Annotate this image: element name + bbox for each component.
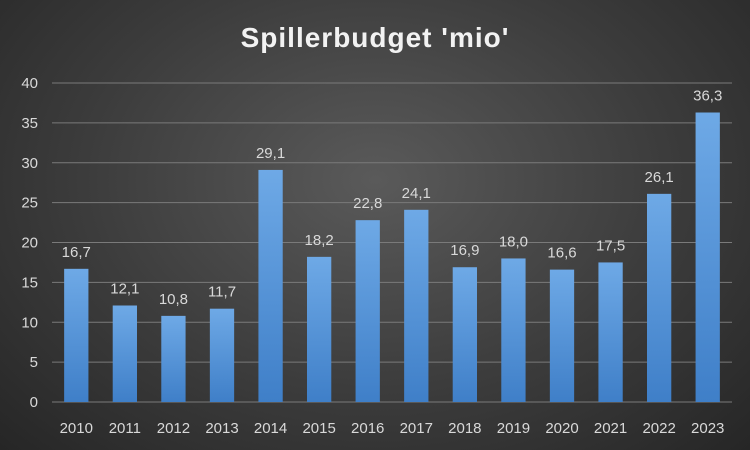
data-label: 12,1 [110,281,139,298]
data-label: 18,2 [305,232,334,249]
bar [307,256,332,402]
x-tick-label: 2017 [400,420,433,437]
bar [404,209,429,402]
x-tick-label: 2015 [302,420,335,437]
data-label: 26,1 [645,169,674,186]
bar [161,315,186,402]
y-tick-label: 0 [30,394,38,411]
y-tick-label: 5 [30,354,38,371]
y-tick-label: 30 [21,155,38,172]
y-tick-label: 25 [21,195,38,212]
x-tick-label: 2023 [691,420,724,437]
x-tick-label: 2011 [109,420,141,437]
x-tick-label: 2014 [254,420,287,437]
bar [258,169,283,402]
x-tick-label: 2010 [60,420,93,437]
x-tick-label: 2020 [545,420,578,437]
data-label: 16,9 [450,242,479,259]
y-tick-label: 15 [21,274,38,291]
data-label: 10,8 [159,291,188,308]
x-tick-label: 2018 [448,420,481,437]
data-label: 16,6 [547,245,576,262]
x-tick-label: 2012 [157,420,190,437]
bar [501,258,526,402]
bar [355,220,380,402]
data-label: 29,1 [256,145,285,162]
y-tick-label: 40 [21,75,38,92]
bar [647,193,672,402]
bar [549,269,575,402]
data-label: 22,8 [353,195,382,212]
x-tick-label: 2016 [351,420,384,437]
data-label: 24,1 [402,185,431,202]
bar [209,308,235,402]
bar [64,268,89,402]
x-tick-label: 2019 [497,420,530,437]
y-tick-label: 10 [21,314,38,331]
data-label: 36,3 [693,88,722,105]
bar [598,262,623,402]
bar [112,305,137,402]
bar [695,112,720,402]
y-tick-label: 35 [21,115,38,132]
data-label: 18,0 [499,233,528,250]
data-label: 11,7 [208,284,236,301]
x-tick-label: 2021 [594,420,627,437]
data-label: 16,7 [62,244,91,261]
bar [452,267,477,402]
data-label: 17,5 [596,237,625,254]
x-tick-label: 2013 [205,420,238,437]
chart-title: Spillerbudget 'mio' [240,22,510,53]
y-tick-label: 20 [21,235,38,252]
x-tick-label: 2022 [642,420,675,437]
